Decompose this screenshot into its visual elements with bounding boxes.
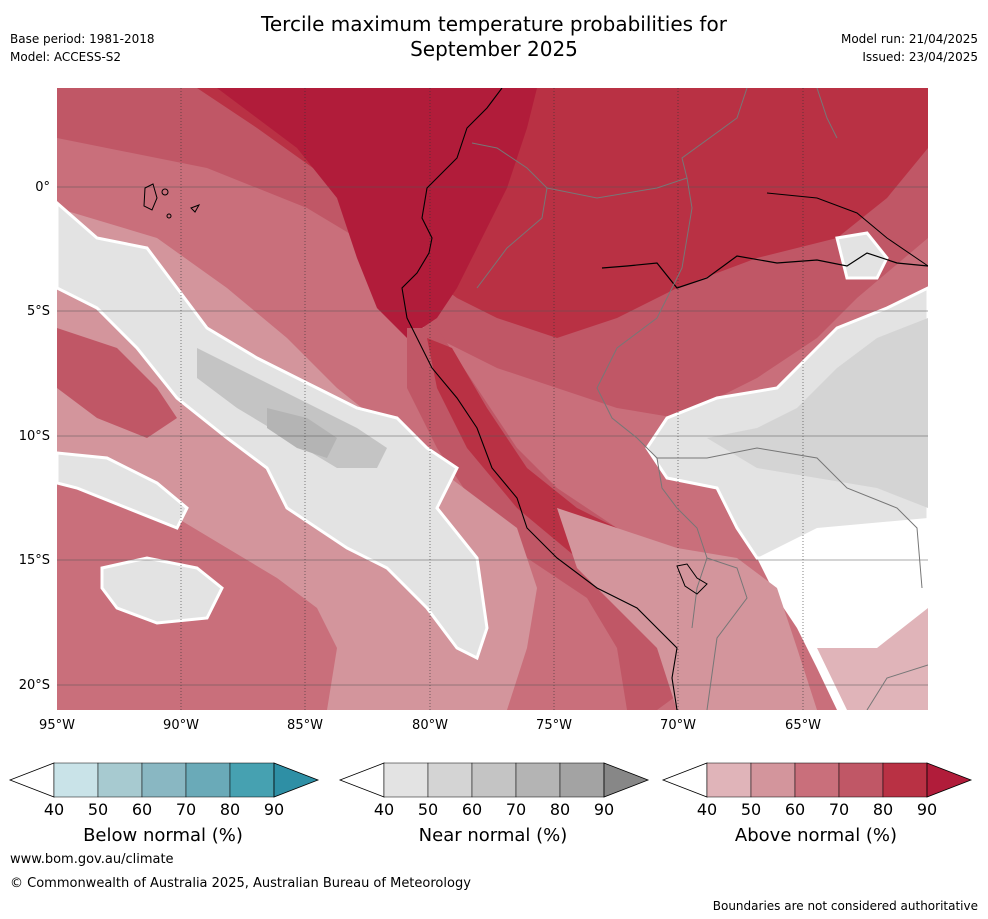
near-colorbar-high-extend <box>604 763 648 797</box>
lat-label-20s: 20°S <box>0 678 50 693</box>
near-colorbar-segment <box>428 763 472 797</box>
lon-label-95w: 95°W <box>27 718 87 733</box>
below-colorbar-segment <box>54 763 98 797</box>
above-colorbar-tick-label: 40 <box>692 800 722 819</box>
colorbars <box>0 760 988 800</box>
below-colorbar-segment <box>230 763 274 797</box>
below-colorbar-tick-label: 40 <box>39 800 69 819</box>
model-run-label: Model run: 21/04/2025 <box>841 31 978 48</box>
near-colorbar-segment <box>384 763 428 797</box>
above-colorbar-segment <box>707 763 751 797</box>
below-colorbar-low-extend <box>10 763 54 797</box>
near-colorbar-tick-label: 60 <box>457 800 487 819</box>
near-normal-colorbar <box>340 763 648 797</box>
below-colorbar-segment <box>142 763 186 797</box>
above-colorbar-tick-label: 60 <box>780 800 810 819</box>
disclaimer-label: Boundaries are not considered authoritat… <box>713 899 978 913</box>
lon-label-80w: 80°W <box>400 718 460 733</box>
below-normal-title: Below normal (%) <box>10 825 316 846</box>
above-colorbar-tick-label: 80 <box>868 800 898 819</box>
above-colorbar-segment <box>839 763 883 797</box>
near-colorbar-tick-label: 90 <box>589 800 619 819</box>
above-colorbar-tick-label: 90 <box>912 800 942 819</box>
probability-map <box>57 88 928 710</box>
near-colorbar-tick-label: 80 <box>545 800 575 819</box>
above-colorbar-segment <box>883 763 927 797</box>
lon-label-90w: 90°W <box>151 718 211 733</box>
lat-label-5s: 5°S <box>0 304 50 319</box>
above-colorbar-tick-label: 70 <box>824 800 854 819</box>
below-colorbar-segment <box>98 763 142 797</box>
below-colorbar-tick-label: 80 <box>215 800 245 819</box>
near-colorbar-segment <box>560 763 604 797</box>
issued-label: Issued: 23/04/2025 <box>862 49 978 66</box>
near-colorbar-tick-label: 50 <box>413 800 443 819</box>
above-normal-colorbar <box>663 763 971 797</box>
below-colorbar-tick-label: 90 <box>259 800 289 819</box>
below-normal-colorbar <box>10 763 318 797</box>
near-colorbar-tick-label: 70 <box>501 800 531 819</box>
above-colorbar-high-extend <box>927 763 971 797</box>
website-label: www.bom.gov.au/climate <box>10 852 174 867</box>
title-line-1: Tercile maximum temperature probabilitie… <box>0 12 988 37</box>
below-colorbar-segment <box>186 763 230 797</box>
below-colorbar-tick-label: 70 <box>171 800 201 819</box>
above-colorbar-tick-label: 50 <box>736 800 766 819</box>
near-colorbar-segment <box>516 763 560 797</box>
lat-label-0: 0° <box>0 180 50 195</box>
near-colorbar-segment <box>472 763 516 797</box>
near-normal-title: Near normal (%) <box>340 825 646 846</box>
above-normal-title: Above normal (%) <box>663 825 969 846</box>
lon-label-65w: 65°W <box>773 718 833 733</box>
above-colorbar-segment <box>751 763 795 797</box>
map-title: Tercile maximum temperature probabilitie… <box>0 12 988 62</box>
title-line-2: September 2025 <box>0 37 988 62</box>
below-colorbar-tick-label: 50 <box>83 800 113 819</box>
lon-label-70w: 70°W <box>648 718 708 733</box>
below-colorbar-high-extend <box>274 763 318 797</box>
below-colorbar-tick-label: 60 <box>127 800 157 819</box>
lon-label-75w: 75°W <box>524 718 584 733</box>
copyright-label: © Commonwealth of Australia 2025, Austra… <box>10 876 471 891</box>
near-colorbar-low-extend <box>340 763 384 797</box>
above-colorbar-segment <box>795 763 839 797</box>
near-colorbar-tick-label: 40 <box>369 800 399 819</box>
lat-label-10s: 10°S <box>0 429 50 444</box>
lat-label-15s: 15°S <box>0 553 50 568</box>
lon-label-85w: 85°W <box>275 718 335 733</box>
above-colorbar-low-extend <box>663 763 707 797</box>
